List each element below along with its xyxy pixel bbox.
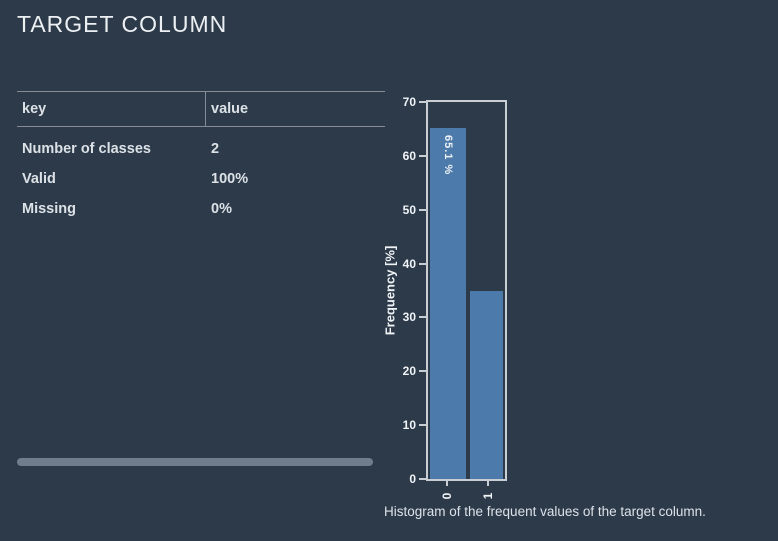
y-tick-label: 70 [402,95,416,109]
y-tick-mark [419,478,426,480]
table-body: Number of classes 2 Valid 100% Missing 0… [17,127,385,224]
summary-table: key value Number of classes 2 Valid 100%… [17,91,385,224]
x-tick-label: 0 [440,492,454,500]
y-tick-mark [419,154,426,157]
row-value: 2 [211,141,220,157]
column-divider [205,92,206,126]
y-axis-label-text: Frequency [%] [382,245,398,336]
histogram-plot-area: 65.1 % 0 1 0 10 20 30 40 50 60 70 [403,96,507,499]
column-header-key: key [22,101,47,117]
y-tick-mark [419,316,426,319]
y-tick-mark [419,262,426,265]
table-row: Valid 100% [17,164,385,194]
x-tick-mark [446,481,448,486]
row-key: Number of classes [22,141,151,157]
page-title: TARGET COLUMN [17,11,228,37]
bar-0-value-label: 65.1 % [442,135,454,176]
table-row: Missing 0% [17,194,385,224]
y-axis-label: Frequency [%] [381,100,398,481]
x-tick-mark [487,481,489,486]
y-tick-label: 20 [402,364,416,379]
y-tick-label: 30 [402,310,416,325]
y-tick-label: 50 [402,202,416,217]
y-tick-label: 60 [402,148,416,163]
y-tick-mark [419,370,426,373]
row-value: 0% [211,201,232,217]
horizontal-scrollbar-thumb[interactable] [17,458,373,466]
y-tick-label: 0 [409,472,416,486]
y-tick-mark [419,101,426,103]
table-header-row: key value [17,91,385,127]
y-tick-label: 40 [402,256,416,271]
x-tick-label: 1 [481,492,495,500]
row-value: 100% [211,171,249,187]
histogram-bar-0: 65.1 % [430,128,466,479]
row-key: Valid [22,171,56,187]
y-tick-mark [419,424,426,427]
y-tick-label: 10 [402,418,416,433]
column-header-value: value [211,101,249,117]
table-row: Number of classes 2 [17,134,385,164]
chart-caption: Histogram of the frequent values of the … [384,504,706,519]
row-key: Missing [22,201,76,217]
histogram-bar-1 [470,291,503,479]
y-tick-mark [419,208,426,211]
